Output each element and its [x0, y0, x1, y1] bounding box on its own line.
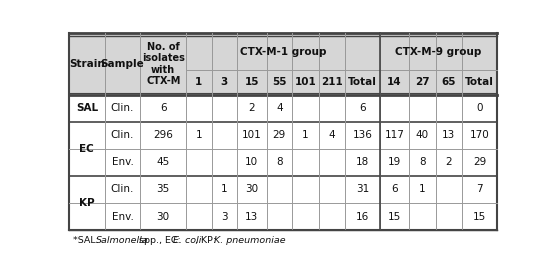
- Text: 7: 7: [476, 184, 483, 194]
- Text: CTX-M-9 group: CTX-M-9 group: [395, 47, 481, 57]
- Text: 117: 117: [385, 130, 405, 140]
- Text: 19: 19: [388, 157, 401, 167]
- Text: 55: 55: [272, 78, 286, 87]
- Text: 136: 136: [352, 130, 372, 140]
- Text: 211: 211: [321, 78, 343, 87]
- Text: 15: 15: [388, 211, 401, 222]
- Text: 16: 16: [355, 211, 369, 222]
- Text: KP: KP: [79, 198, 94, 208]
- Text: 8: 8: [276, 157, 283, 167]
- Text: 15: 15: [245, 78, 259, 87]
- Text: 4: 4: [328, 130, 335, 140]
- Text: , KP:: , KP:: [195, 235, 220, 245]
- Text: 6: 6: [391, 184, 398, 194]
- Bar: [69, 230, 497, 248]
- Text: 2: 2: [445, 157, 452, 167]
- Text: Strain: Strain: [69, 59, 105, 69]
- Text: Env.: Env.: [112, 157, 134, 167]
- Bar: [69, 176, 497, 203]
- Text: 13: 13: [442, 130, 455, 140]
- Text: 35: 35: [157, 184, 170, 194]
- Text: K. pneumoniae: K. pneumoniae: [214, 235, 286, 245]
- Text: 14: 14: [387, 78, 402, 87]
- Text: 1: 1: [302, 130, 309, 140]
- Text: 1: 1: [419, 184, 426, 194]
- Bar: [69, 149, 497, 176]
- Text: 8: 8: [419, 157, 426, 167]
- Text: CTX-M-1 group: CTX-M-1 group: [240, 47, 326, 57]
- Text: 1: 1: [195, 78, 203, 87]
- Text: 29: 29: [273, 130, 286, 140]
- Text: 29: 29: [473, 157, 486, 167]
- Text: Clin.: Clin.: [111, 130, 134, 140]
- Text: 101: 101: [294, 78, 316, 87]
- Text: E. coli: E. coli: [173, 235, 202, 245]
- Text: EC: EC: [79, 144, 94, 154]
- Text: 27: 27: [415, 78, 430, 87]
- Text: No. of
isolates
with
CTX-M: No. of isolates with CTX-M: [142, 42, 185, 86]
- Text: 15: 15: [473, 211, 486, 222]
- Bar: [69, 203, 497, 230]
- Text: 3: 3: [221, 211, 227, 222]
- Text: 13: 13: [245, 211, 258, 222]
- Text: 1: 1: [195, 130, 202, 140]
- Text: Sample: Sample: [100, 59, 145, 69]
- Text: *SAL:: *SAL:: [73, 235, 102, 245]
- Text: 10: 10: [245, 157, 258, 167]
- Text: spp., EC:: spp., EC:: [136, 235, 184, 245]
- Text: Salmonella: Salmonella: [95, 235, 148, 245]
- Text: Clin.: Clin.: [111, 184, 134, 194]
- Text: 6: 6: [160, 103, 167, 113]
- Text: 31: 31: [355, 184, 369, 194]
- Text: 30: 30: [157, 211, 170, 222]
- Text: 30: 30: [245, 184, 258, 194]
- Text: 18: 18: [355, 157, 369, 167]
- Text: Total: Total: [348, 78, 377, 87]
- Text: 4: 4: [276, 103, 283, 113]
- Text: Clin.: Clin.: [111, 103, 134, 113]
- Text: 1: 1: [221, 184, 227, 194]
- Bar: [69, 122, 497, 149]
- Text: 40: 40: [416, 130, 429, 140]
- Text: 6: 6: [359, 103, 365, 113]
- Bar: [69, 33, 497, 95]
- Text: 65: 65: [442, 78, 456, 87]
- Text: 3: 3: [221, 78, 228, 87]
- Text: 296: 296: [153, 130, 173, 140]
- Text: SAL: SAL: [76, 103, 98, 113]
- Bar: [69, 95, 497, 122]
- Text: 45: 45: [157, 157, 170, 167]
- Text: 2: 2: [248, 103, 255, 113]
- Text: 0: 0: [476, 103, 483, 113]
- Text: Env.: Env.: [112, 211, 134, 222]
- Text: 101: 101: [242, 130, 262, 140]
- Text: 170: 170: [470, 130, 490, 140]
- Text: Total: Total: [465, 78, 494, 87]
